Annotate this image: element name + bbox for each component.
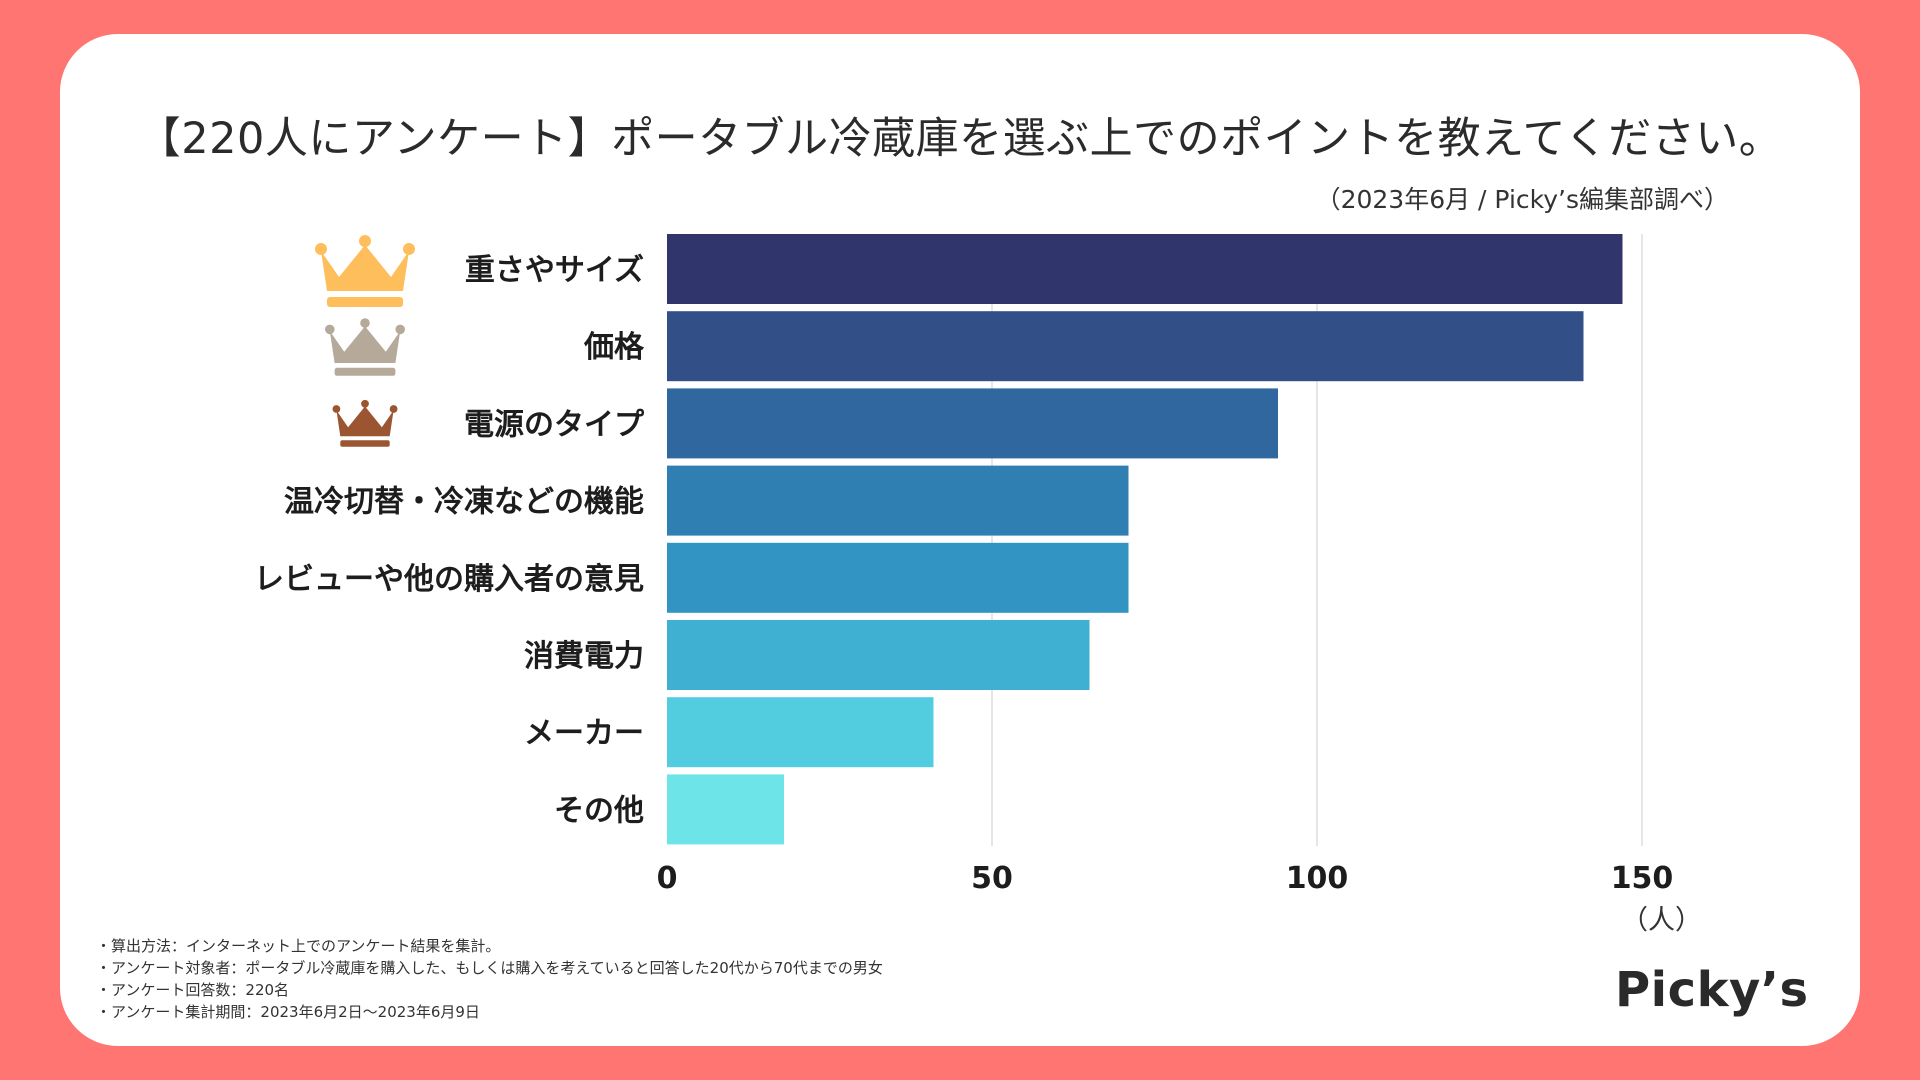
x-axis-unit: （人） — [1621, 905, 1702, 936]
survey-notes: ・算出方法：インターネット上でのアンケート結果を集計。 ・アンケート対象者：ポー… — [96, 935, 883, 1023]
note-line: ・アンケート対象者：ポータブル冷蔵庫を購入した、もしくは購入を考えていると回答し… — [96, 959, 883, 977]
bar — [667, 620, 1090, 690]
brand-logo: Picky’s — [1615, 962, 1809, 1018]
rank-icons — [315, 235, 415, 447]
category-label: その他 — [554, 793, 644, 828]
category-label: 温冷切替・冷凍などの機能 — [284, 485, 644, 520]
category-label: レビューや他の購入者の意見 — [254, 562, 644, 597]
x-tick-label: 50 — [971, 861, 1013, 896]
category-label: 価格 — [583, 330, 645, 365]
bar — [667, 542, 1129, 613]
x-axis-ticks: 0 50 100 150 — [657, 861, 1674, 896]
note-line: ・算出方法：インターネット上でのアンケート結果を集計。 — [96, 937, 501, 955]
bar — [667, 774, 784, 845]
x-tick-label: 100 — [1286, 861, 1349, 896]
bar — [667, 388, 1278, 459]
crown-gold-icon — [315, 235, 415, 307]
category-label: 重さやサイズ — [465, 253, 644, 288]
x-tick-label: 0 — [657, 861, 678, 896]
bars — [667, 234, 1623, 845]
bar — [667, 311, 1584, 382]
category-label: 電源のタイプ — [464, 407, 645, 442]
bar — [667, 697, 934, 768]
chart-card — [60, 34, 1860, 1046]
bar — [667, 234, 1623, 304]
category-label: 消費電力 — [524, 639, 644, 674]
crown-silver-icon — [325, 318, 405, 376]
x-tick-label: 150 — [1611, 861, 1674, 896]
note-line: ・アンケート集計期間：2023年6月2日〜2023年6月9日 — [96, 1003, 480, 1021]
category-labels: 重さやサイズ価格電源のタイプ温冷切替・冷凍などの機能レビューや他の購入者の意見消… — [254, 253, 645, 828]
chart-title: 【220人にアンケート】ポータブル冷蔵庫を選ぶ上でのポイントを教えてください。 — [137, 114, 1783, 164]
note-line: ・アンケート回答数：220名 — [96, 981, 290, 999]
crown-bronze-icon — [332, 399, 398, 447]
category-label: メーカー — [524, 716, 644, 751]
chart-source: （2023年6月 / Picky’s編集部調べ） — [1315, 185, 1729, 214]
bar — [667, 465, 1129, 536]
